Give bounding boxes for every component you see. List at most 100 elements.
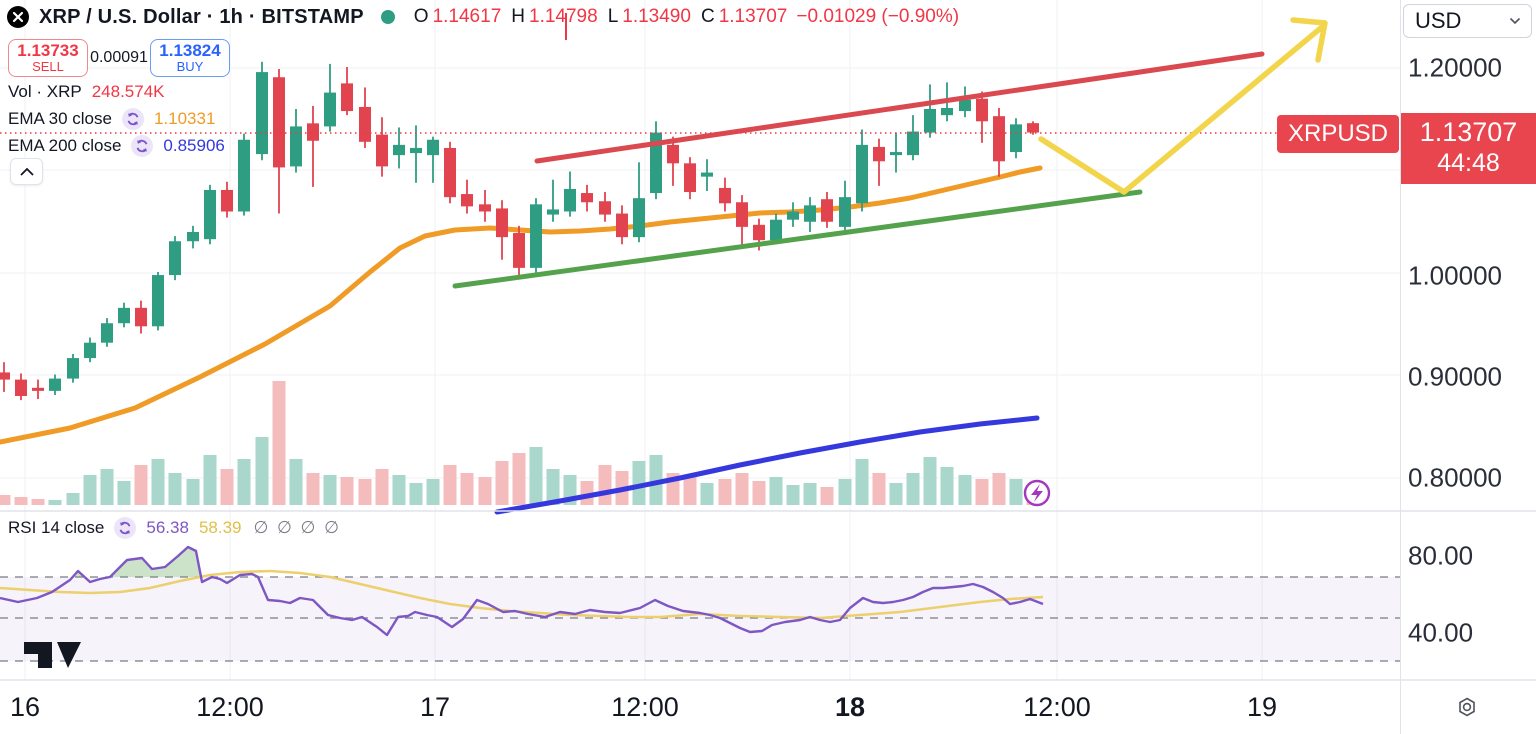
volume-bar — [392, 475, 406, 505]
volume-bar — [598, 465, 612, 505]
ema200-line[interactable] — [494, 415, 1040, 515]
time-axis-tick: 17 — [419, 692, 451, 722]
volume-bar — [323, 475, 337, 505]
volume-bar — [718, 479, 732, 505]
volume-bar — [426, 479, 440, 505]
candle-body — [101, 323, 113, 343]
tradingview-logo[interactable] — [20, 639, 88, 671]
time-axis-tick: 12:00 — [196, 692, 264, 722]
candle-body — [770, 219, 782, 241]
candle-body — [169, 241, 181, 276]
candle-body — [393, 144, 405, 156]
volume-bar — [820, 487, 834, 505]
candle-body — [0, 372, 10, 380]
data-status-dot[interactable] — [380, 10, 395, 24]
settings-gear-icon[interactable] — [1455, 695, 1479, 719]
candle-body — [1010, 124, 1022, 153]
buy-button[interactable]: 1.13824 BUY — [150, 39, 230, 77]
candle-body — [547, 209, 559, 215]
volume-bar — [735, 473, 749, 505]
volume-bar — [375, 469, 389, 505]
lightning-bolt-glyph — [1031, 484, 1043, 502]
volume-bar — [906, 473, 920, 505]
ema200-value: 0.85906 — [163, 136, 225, 155]
candle-body — [444, 147, 456, 198]
volume-bar — [889, 483, 903, 505]
candle-body — [633, 198, 645, 238]
candle-body — [32, 387, 44, 391]
candle-body — [856, 144, 868, 204]
volume-bar — [66, 493, 80, 505]
ema200-label: EMA 200 close — [8, 136, 122, 155]
collapse-legend-button[interactable] — [10, 158, 43, 185]
volume-bar — [306, 473, 320, 505]
volume-bar — [31, 499, 45, 505]
ema30-legend[interactable]: EMA 30 close 1.10331 — [8, 108, 215, 130]
ohlc-value: 1.14617 — [432, 6, 502, 27]
ohlc-key: L — [607, 6, 619, 27]
volume-bar — [529, 447, 543, 505]
volume-bar — [443, 465, 457, 505]
projection-arrow[interactable] — [1038, 24, 1325, 195]
sell-button[interactable]: 1.13733 SELL — [8, 39, 88, 77]
candle-body — [307, 123, 319, 141]
volume-bar — [855, 459, 869, 505]
volume-bar — [872, 473, 886, 505]
time-axis-tick: 12:00 — [611, 692, 679, 722]
candle-body — [581, 193, 593, 203]
symbol-logo-icon — [7, 6, 29, 28]
volume-bar — [992, 473, 1006, 505]
volume-bar — [632, 461, 646, 505]
rsi-ma-value: 58.39 — [198, 518, 242, 537]
volume-bar — [100, 469, 114, 505]
volume-bar — [168, 473, 182, 505]
rsi-value: 56.38 — [146, 518, 189, 537]
candle-body — [941, 107, 953, 116]
candle-body — [359, 106, 371, 142]
buy-price: 1.13824 — [159, 40, 221, 60]
candle-body — [650, 132, 662, 194]
volume-bar — [340, 477, 354, 505]
rsi-line[interactable] — [0, 545, 1044, 637]
candle-body — [187, 232, 199, 242]
volume-bar — [186, 479, 200, 505]
candle-body — [787, 211, 799, 220]
volume-bar — [48, 500, 62, 505]
buy-label: BUY — [176, 59, 204, 75]
resistance-line[interactable] — [534, 51, 1265, 164]
rsi-overbought-fill — [110, 547, 200, 577]
bar-countdown: 44:48 — [1437, 149, 1500, 177]
refresh-icon[interactable] — [131, 135, 154, 157]
refresh-icon[interactable] — [121, 108, 144, 130]
time-axis-tick: 19 — [1246, 692, 1278, 722]
volume-bar — [838, 479, 852, 505]
sell-price: 1.13733 — [17, 40, 79, 60]
volume-bar — [358, 479, 372, 505]
rsi-legend[interactable]: RSI 14 close 56.38 58.39 ∅ ∅ ∅ ∅ — [8, 517, 341, 539]
candle-body — [684, 163, 696, 193]
rsi-band — [0, 577, 1400, 661]
candle-body — [976, 98, 988, 122]
ohlc-values: O 1.14617 H 1.14798 L 1.13490 C 1.13707 — [414, 6, 788, 28]
time-axis-tick: 12:00 — [1023, 692, 1091, 722]
volume-bar — [803, 483, 817, 505]
volume-bar — [220, 469, 234, 505]
ohlc-value: 1.13707 — [718, 6, 788, 27]
candle-body — [667, 144, 679, 164]
volume-bar — [134, 465, 148, 505]
symbol-title[interactable]: XRP / U.S. Dollar · 1h · BITSTAMP — [39, 5, 364, 28]
price-axis-tick: 0.90000 — [1408, 361, 1502, 392]
ohlc-key: H — [511, 6, 525, 27]
rsi-disabled-slots: ∅ ∅ ∅ ∅ — [253, 518, 341, 537]
currency-selector[interactable]: USD — [1403, 4, 1532, 38]
candle-body — [376, 134, 388, 167]
volume-bar — [700, 483, 714, 505]
candle-body — [736, 202, 748, 227]
ema200-legend[interactable]: EMA 200 close 0.85906 — [8, 135, 225, 157]
rsi-ma-line[interactable] — [0, 569, 1044, 620]
support-line[interactable] — [452, 189, 1143, 289]
volume-legend[interactable]: Vol · XRP 248.574K — [8, 82, 165, 102]
refresh-icon[interactable] — [114, 517, 137, 539]
candle-body — [427, 139, 439, 156]
